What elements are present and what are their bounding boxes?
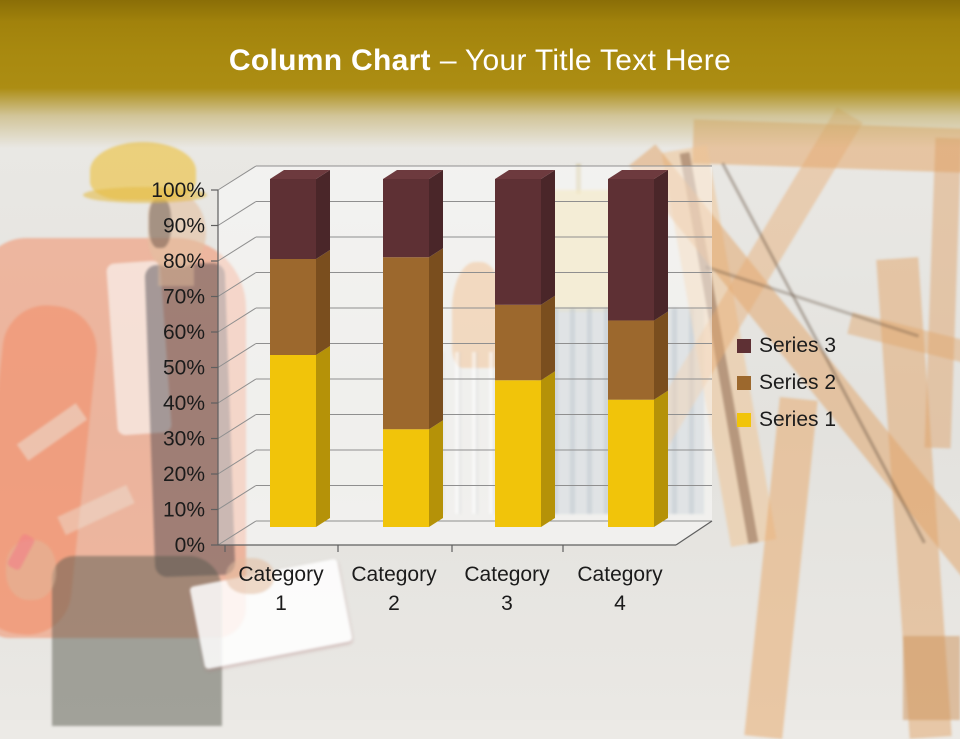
legend-item: Series 1	[737, 407, 836, 433]
crane-foot	[903, 636, 960, 720]
y-axis-tick-label: 20%	[163, 463, 205, 486]
bar-side-series3-cat2	[429, 170, 443, 258]
legend-label: Series 2	[759, 371, 837, 394]
bar-side-series1-cat4	[654, 390, 668, 527]
worker-hardhat-brim	[83, 187, 207, 203]
ship-mast	[576, 164, 581, 194]
depth-gridline	[217, 485, 257, 510]
bar-side-series1-cat2	[429, 420, 443, 527]
bar-segment-series1-cat3	[495, 380, 541, 527]
bar-segment-series2-cat2	[383, 257, 429, 430]
bar-segment-series1-cat2	[383, 429, 429, 527]
bar-segment-series3-cat2	[383, 179, 429, 258]
legend-swatch	[737, 413, 751, 427]
y-axis-tick-label: 100%	[151, 179, 205, 202]
depth-gridline	[217, 165, 257, 191]
bar-side-series2-cat3	[541, 295, 555, 381]
worker-face	[148, 192, 206, 268]
slide-title: Column Chart – Your Title Text Here	[0, 44, 960, 78]
y-axis-tick-label: 60%	[163, 321, 205, 344]
y-axis-tick-label: 50%	[163, 357, 205, 380]
x-axis-category-label: Category 3	[464, 563, 550, 615]
bar-side-series2-cat2	[429, 248, 443, 430]
bar-segment-series3-cat3	[495, 179, 541, 305]
bar-segment-series2-cat4	[608, 320, 654, 400]
y-axis-tick-label: 90%	[163, 215, 205, 238]
bar-top-cat4	[608, 170, 668, 179]
bar-side-series1-cat1	[316, 346, 330, 527]
y-axis-tick-label: 30%	[163, 428, 205, 451]
depth-gridline	[217, 343, 257, 368]
x-axis-category-label: Category 1	[238, 563, 324, 615]
worker-pants	[52, 556, 222, 726]
worker-sideburn	[149, 198, 171, 248]
legend-label: Series 3	[759, 334, 837, 357]
x-axis-category-label: Category 4	[577, 563, 663, 615]
y-axis-tick-label: 80%	[163, 250, 205, 273]
bar-segment-series3-cat1	[270, 179, 316, 259]
bar-side-series3-cat4	[654, 170, 668, 321]
legend-label: Series 1	[759, 408, 837, 431]
bar-side-series3-cat3	[541, 170, 555, 305]
legend-swatch	[737, 376, 751, 390]
y-axis-tick-label: 40%	[163, 392, 205, 415]
bar-segment-series2-cat1	[270, 259, 316, 355]
depth-gridline	[217, 449, 257, 475]
legend-item: Series 2	[737, 370, 836, 396]
depth-gridline	[217, 272, 257, 297]
legend: Series 3 Series 2 Series 1	[737, 333, 836, 433]
y-axis-tick-label: 70%	[163, 286, 205, 309]
depth-gridline	[217, 414, 257, 439]
bar-segment-series1-cat1	[270, 355, 316, 527]
depth-gridline	[217, 307, 257, 333]
bar-side-series1-cat3	[541, 371, 555, 527]
y-axis-tick-label: 0%	[175, 534, 205, 557]
slide-title-bold: Column Chart	[228, 44, 431, 77]
bar-top-cat1	[270, 170, 330, 179]
y-axis-tick-label: 10%	[163, 499, 205, 522]
column-chart-svg: 0% 10% 20% 30% 40% 50% 60% 70% 80% 90% 100% Categor…	[151, 165, 713, 615]
bar-top-cat3	[495, 170, 555, 179]
bar-side-series2-cat4	[654, 311, 668, 400]
bar-side-series2-cat1	[316, 250, 330, 355]
bar-side-series3-cat1	[316, 170, 330, 259]
floor-depth-edge	[675, 520, 713, 546]
depth-gridline	[217, 378, 257, 404]
x-axis-category-label: Category 2	[351, 563, 437, 615]
bar-segment-series3-cat4	[608, 179, 654, 321]
legend-swatch	[737, 339, 751, 353]
depth-gridline	[217, 201, 257, 226]
bar-segment-series1-cat4	[608, 399, 654, 527]
bar-segment-series2-cat3	[495, 304, 541, 381]
header-band: Column Chart – Your Title Text Here	[0, 0, 960, 150]
worker-right-hand	[226, 558, 274, 594]
slide-title-rest: – Your Title Text Here	[439, 44, 732, 77]
crane-leg	[924, 137, 960, 449]
bar-top-cat2	[383, 170, 443, 179]
depth-gridline	[217, 236, 257, 262]
legend-item: Series 3	[737, 333, 836, 359]
depth-gridline	[217, 520, 257, 546]
